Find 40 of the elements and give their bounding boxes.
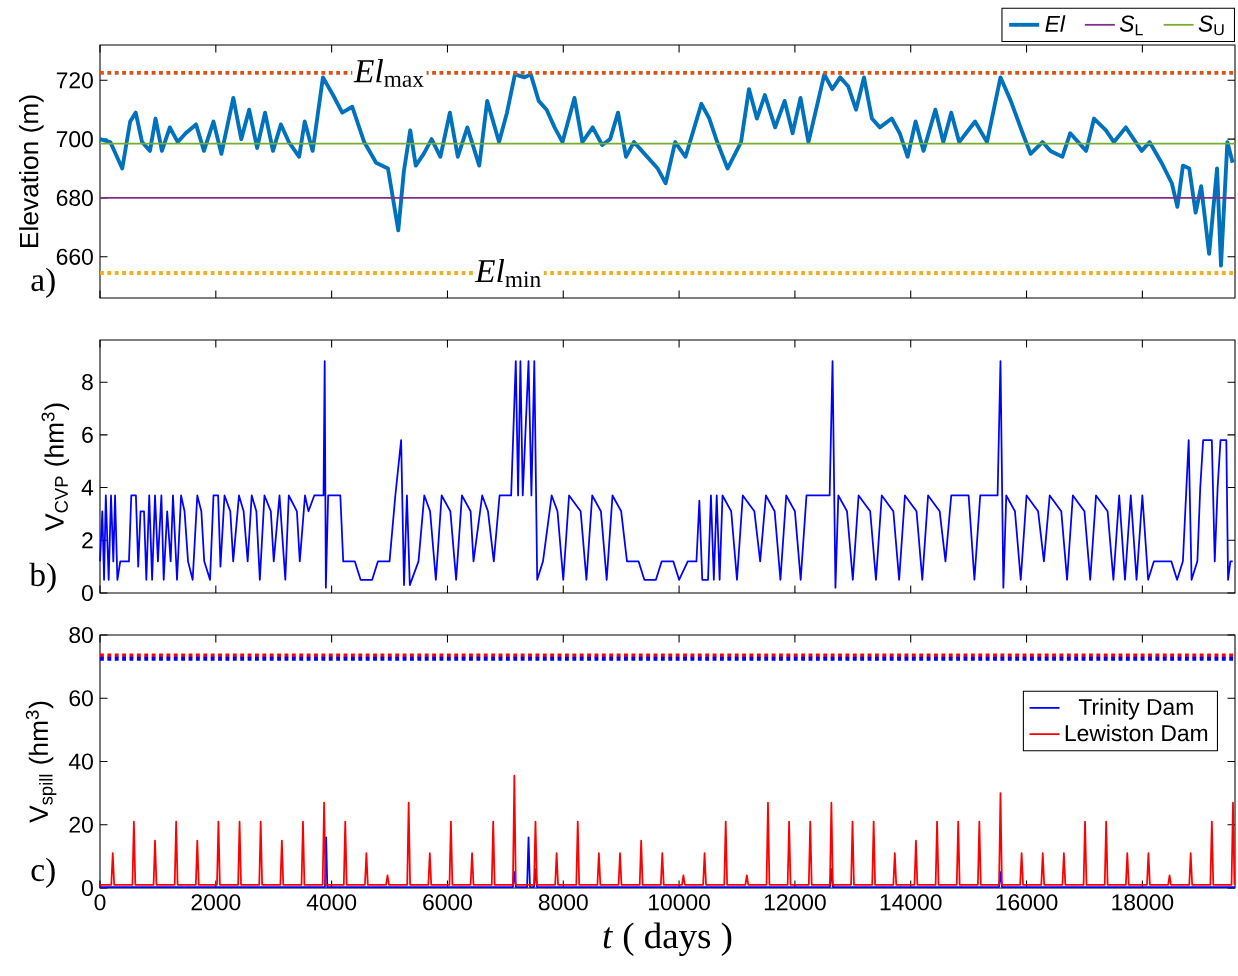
y-tick-label: 6 <box>82 426 93 443</box>
x-axis-title: t ( days ) <box>603 922 732 956</box>
legend-label: S$_{L}$ <box>1119 15 1143 36</box>
y-tick-label: 80 <box>69 626 93 644</box>
x-tick-label: 4000 <box>306 894 357 911</box>
text: b) <box>29 562 56 593</box>
x-tick-label: 0 <box>94 894 106 911</box>
line-series <box>99 836 1236 888</box>
x-tick-label: 18000 <box>1112 894 1174 911</box>
x-tick-label: 8000 <box>538 894 588 911</box>
line-series <box>99 774 1236 886</box>
y-axis-title: V$_{spill}$ (hm$^{3}$) <box>25 701 57 823</box>
y-tick-label: 660 <box>56 248 93 265</box>
legend-label: Lewiston Dam <box>1065 724 1208 742</box>
ref-line-label: El$_{min}$ <box>474 258 541 288</box>
x-tick-label: 16000 <box>996 894 1058 911</box>
y-tick-label: 700 <box>56 131 93 148</box>
text: a) <box>31 267 55 298</box>
y-tick-label: 4 <box>81 479 94 496</box>
legend-label: El <box>1045 15 1066 32</box>
y-tick-label: 2 <box>82 532 93 549</box>
y-tick-label: 60 <box>69 690 93 707</box>
legend-label: S$_{U}$ <box>1198 15 1224 36</box>
y-tick-label: 40 <box>68 753 93 770</box>
y-tick-label: 720 <box>56 72 93 89</box>
text: c) <box>31 857 55 888</box>
y-axis-title: Elevation (m) <box>19 95 44 247</box>
y-tick-label: 20 <box>69 816 93 833</box>
x-tick-label: 6000 <box>423 894 472 911</box>
x-tick-label: 14000 <box>880 894 942 911</box>
y-tick-label: 8 <box>82 374 93 391</box>
ref-line-label: El$_{max}$ <box>353 58 424 87</box>
y-tick-label: 680 <box>56 189 93 207</box>
x-tick-label: 2000 <box>191 894 241 911</box>
y-axis-title: V$_{CVP}$ (hm$^{3}$) <box>41 403 70 531</box>
x-tick-label: 12000 <box>764 894 826 911</box>
x-tick-label: 10000 <box>649 894 710 911</box>
legend-label: Trinity Dam <box>1078 698 1193 720</box>
y-tick-label: 0 <box>81 879 93 897</box>
y-tick-label: 0 <box>81 584 93 602</box>
